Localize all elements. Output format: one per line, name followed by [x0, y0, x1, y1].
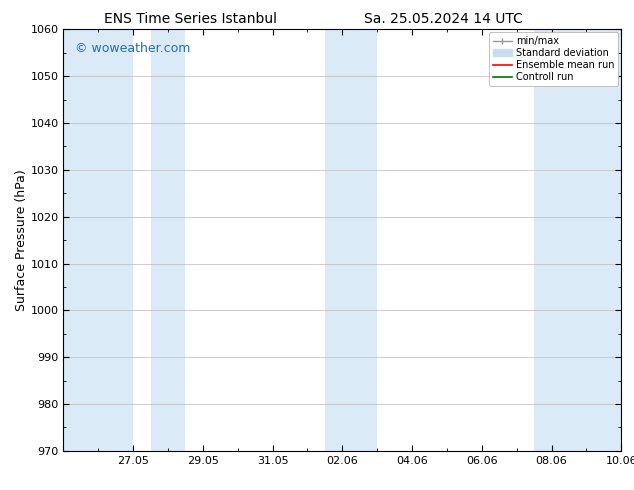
Legend: min/max, Standard deviation, Ensemble mean run, Controll run: min/max, Standard deviation, Ensemble me…	[489, 32, 618, 86]
Text: © woweather.com: © woweather.com	[75, 42, 190, 55]
Text: Sa. 25.05.2024 14 UTC: Sa. 25.05.2024 14 UTC	[365, 12, 523, 26]
Bar	[150, 29, 185, 451]
Bar	[325, 29, 377, 451]
Y-axis label: Surface Pressure (hPa): Surface Pressure (hPa)	[15, 169, 28, 311]
Bar	[534, 29, 586, 451]
Text: ENS Time Series Istanbul: ENS Time Series Istanbul	[104, 12, 276, 26]
Bar	[63, 29, 133, 451]
Bar	[586, 29, 621, 451]
